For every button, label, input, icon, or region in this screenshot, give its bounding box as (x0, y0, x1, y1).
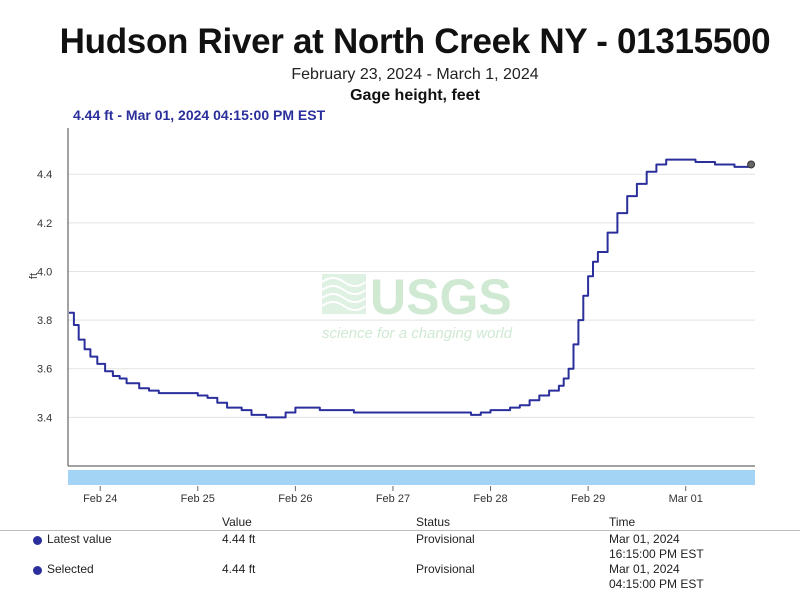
chart-axes (67, 128, 755, 467)
x-tick-label: Mar 01 (669, 493, 703, 505)
table-row-selected[interactable]: Selected 4.44 ft Provisional Mar 01, 202… (0, 562, 800, 592)
y-tick-label: 3.8 (37, 315, 52, 327)
latest-point-marker[interactable] (747, 160, 756, 169)
table-header: Value Status Time (0, 514, 800, 531)
row-value: 4.44 ft (222, 562, 256, 576)
series-line (69, 158, 753, 419)
x-tick-label: Feb 28 (473, 493, 507, 505)
grid-lines (68, 173, 755, 418)
y-tick-label: 3.6 (37, 364, 52, 376)
x-tick-label: Feb 25 (181, 493, 215, 505)
parameter-label: Gage height, feet (350, 87, 480, 104)
date-range: February 23, 2024 - March 1, 2024 (291, 66, 539, 83)
chart-title: Hudson River at North Creek NY - 0131550… (59, 22, 771, 61)
hydrograph-chart[interactable]: USGS science for a changing world ft 3.4… (0, 0, 800, 510)
y-tick-labels: 3.4 3.6 3.8 4.0 4.2 4.4 (37, 169, 52, 424)
x-tick-label: Feb 27 (376, 493, 410, 505)
row-time: 16:15:00 PM EST (609, 547, 704, 561)
usgs-watermark: USGS science for a changing world (321, 269, 513, 342)
time-scrollbar[interactable] (68, 470, 755, 485)
gage-height-series (69, 158, 756, 419)
table-row-latest[interactable]: Latest value 4.44 ft Provisional Mar 01,… (0, 532, 800, 562)
series-dot-icon (33, 566, 42, 575)
y-tick-label: 3.4 (37, 412, 52, 424)
header-status: Status (416, 515, 451, 529)
header-value: Value (222, 515, 252, 529)
x-tick-label: Feb 26 (278, 493, 312, 505)
row-status: Provisional (416, 532, 475, 546)
usgs-watermark-logo: USGS (370, 269, 512, 325)
x-tick-labels: Feb 24 Feb 25 Feb 26 Feb 27 Feb 28 Feb 29 Mar … (83, 486, 703, 505)
y-axis-label: ft (28, 273, 40, 279)
y-tick-label: 4.2 (37, 218, 52, 230)
row-status: Provisional (416, 562, 475, 576)
x-tick-label: Feb 24 (83, 493, 117, 505)
row-date: Mar 01, 2024 (609, 532, 680, 546)
x-tick-label: Feb 29 (571, 493, 605, 505)
usgs-wave-logo-icon (321, 274, 367, 314)
y-tick-label: 4.0 (37, 266, 52, 278)
tooltip-readout: 4.44 ft - Mar 01, 2024 04:15:00 PM EST (73, 107, 326, 123)
y-tick-label: 4.4 (37, 169, 52, 181)
row-label: Selected (47, 562, 94, 576)
row-value: 4.44 ft (222, 532, 256, 546)
usgs-watermark-tagline: science for a changing world (322, 325, 513, 342)
header-time: Time (609, 515, 636, 529)
row-date: Mar 01, 2024 (609, 562, 680, 576)
row-time: 04:15:00 PM EST (609, 577, 704, 591)
series-dot-icon (33, 536, 42, 545)
row-label: Latest value (47, 532, 112, 546)
